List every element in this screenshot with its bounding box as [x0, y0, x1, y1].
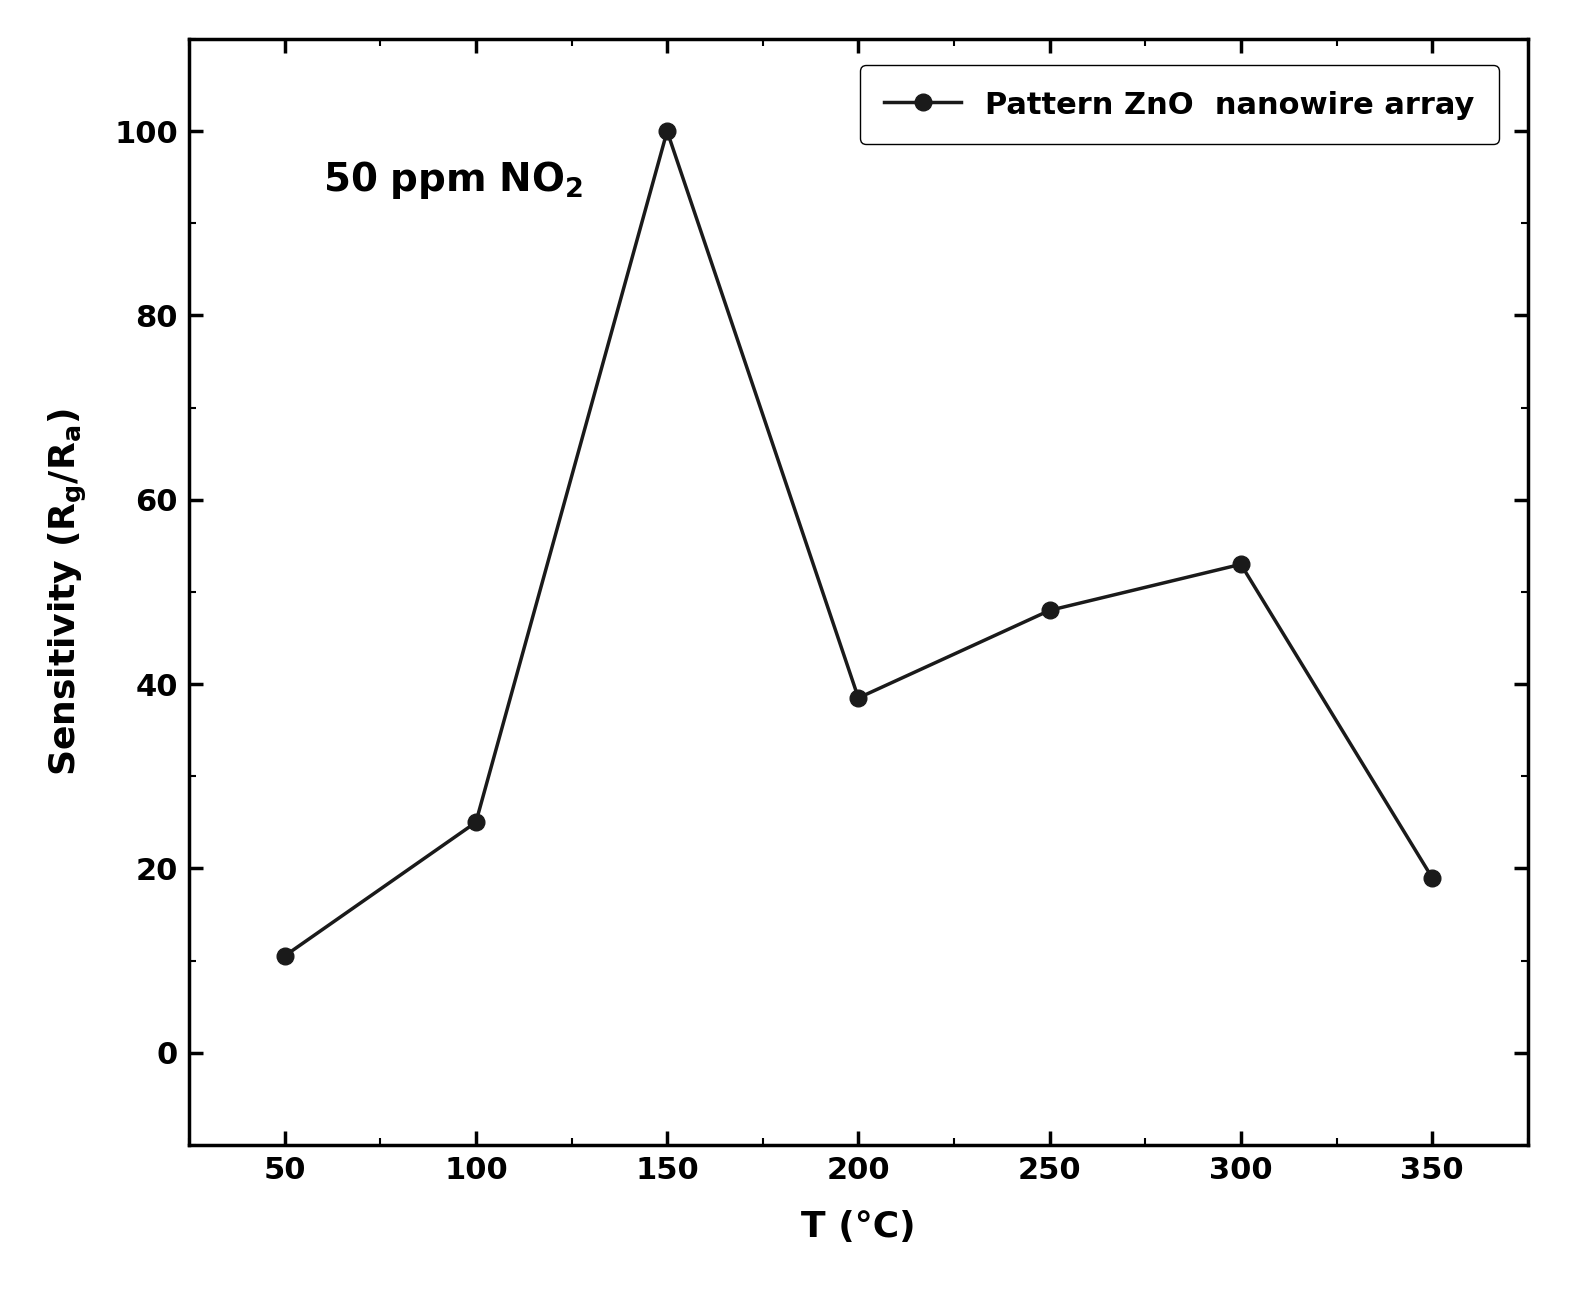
Text: $\mathbf{50\ ppm\ NO_2}$: $\mathbf{50\ ppm\ NO_2}$	[323, 159, 583, 200]
Y-axis label: Sensitivity ($\mathbf{R_g/R_a}$): Sensitivity ($\mathbf{R_g/R_a}$)	[47, 409, 90, 775]
Legend: Pattern ZnO  nanowire array: Pattern ZnO nanowire array	[860, 65, 1499, 144]
X-axis label: T (°C): T (°C)	[802, 1210, 915, 1244]
